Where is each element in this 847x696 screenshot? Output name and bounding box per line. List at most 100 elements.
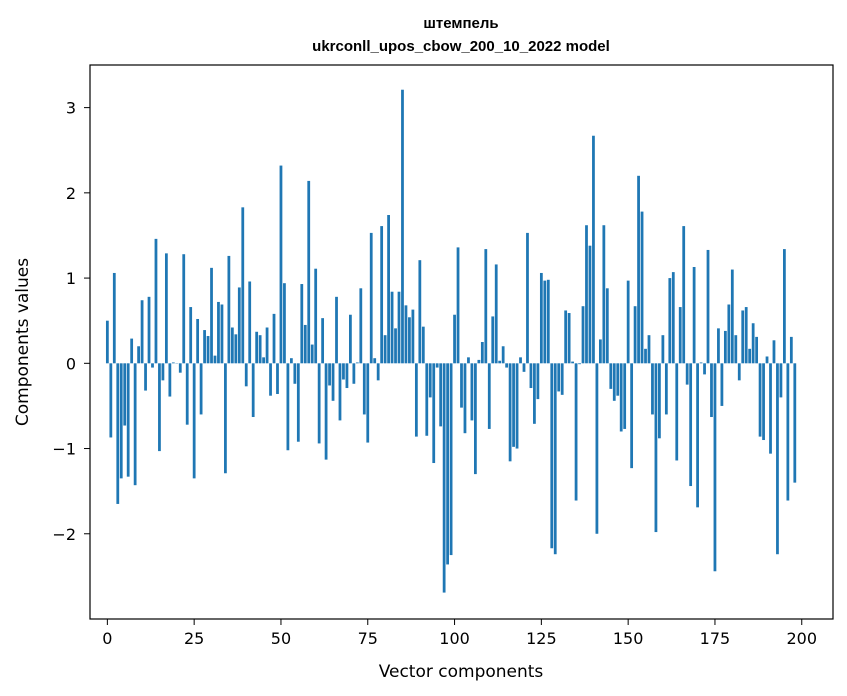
bar-7 <box>130 338 134 364</box>
bar-83 <box>394 328 397 364</box>
bar-172 <box>703 363 706 375</box>
bar-182 <box>737 363 741 381</box>
bar-84 <box>397 291 401 364</box>
bar-8 <box>133 363 137 486</box>
bar-73 <box>359 288 363 364</box>
bar-194 <box>779 363 783 398</box>
bar-149 <box>623 363 627 429</box>
x-tick-label: 50 <box>271 629 291 648</box>
x-axis-ticks: 0 25 50 75 100 125 150 175 200 <box>102 619 817 648</box>
bar-6 <box>126 363 130 477</box>
bar-103 <box>463 363 467 434</box>
bar-9 <box>137 346 140 364</box>
bar-124 <box>536 363 540 400</box>
bar-146 <box>612 363 616 401</box>
bar-108 <box>480 342 484 364</box>
bar-30 <box>210 267 213 364</box>
bar-107 <box>477 359 481 364</box>
bar-183 <box>741 310 745 364</box>
bar-71 <box>352 363 356 384</box>
bar-55 <box>296 363 300 442</box>
bar-25 <box>192 363 196 479</box>
bar-88 <box>411 309 415 364</box>
bar-169 <box>692 267 696 364</box>
bar-153 <box>637 175 640 364</box>
bar-142 <box>598 339 602 364</box>
bar-0 <box>105 320 109 364</box>
bar-187 <box>755 336 759 364</box>
bar-192 <box>772 340 776 364</box>
bar-77 <box>373 358 377 364</box>
bar-191 <box>769 363 772 454</box>
bar-72 <box>355 362 359 364</box>
plot-frame <box>89 64 834 620</box>
bar-13 <box>151 363 154 368</box>
bar-63 <box>324 363 328 460</box>
y-axis-ticks: −2 −1 0 1 2 3 <box>52 99 90 544</box>
bar-82 <box>390 291 394 364</box>
bar-184 <box>744 307 748 364</box>
bar-53 <box>289 358 293 364</box>
bar-57 <box>303 324 307 364</box>
bar-34 <box>224 363 227 474</box>
bar-173 <box>706 249 710 364</box>
bar-137 <box>581 306 585 364</box>
bar-59 <box>310 344 314 364</box>
bar-138 <box>585 225 588 364</box>
x-tick-label: 150 <box>613 629 644 648</box>
bar-167 <box>685 363 689 385</box>
bar-78 <box>376 363 380 381</box>
bar-152 <box>633 306 637 364</box>
bar-47 <box>269 363 272 396</box>
bar-141 <box>595 363 599 534</box>
bar-21 <box>178 363 182 373</box>
bar-102 <box>460 363 463 408</box>
bar-175 <box>713 363 717 572</box>
bar-174 <box>710 363 713 418</box>
bar-68 <box>342 363 345 380</box>
bar-178 <box>723 330 727 364</box>
bar-143 <box>602 225 606 364</box>
bar-133 <box>567 313 571 364</box>
bar-65 <box>331 363 335 401</box>
x-tick-label: 0 <box>102 629 112 648</box>
bar-26 <box>196 318 200 364</box>
bar-116 <box>508 363 512 462</box>
bar-98 <box>446 363 449 565</box>
bar-93 <box>428 363 432 398</box>
y-tick-label: −1 <box>52 440 76 459</box>
bar-92 <box>425 363 429 436</box>
bar-193 <box>776 363 779 555</box>
x-tick-label: 175 <box>700 629 731 648</box>
bar-186 <box>751 323 755 364</box>
bar-27 <box>199 363 203 415</box>
bar-115 <box>505 363 509 368</box>
bar-127 <box>546 279 550 364</box>
bar-85 <box>401 89 404 364</box>
bar-1 <box>109 363 113 438</box>
bar-67 <box>338 363 342 421</box>
bar-52 <box>286 363 290 451</box>
bar-177 <box>720 363 724 406</box>
x-tick-label: 200 <box>786 629 817 648</box>
bar-24 <box>189 307 193 364</box>
bar-18 <box>168 363 172 397</box>
bar-145 <box>609 363 613 389</box>
chart-title-line-2: ukrconll_upos_cbow_200_10_2022 model <box>312 38 610 55</box>
x-tick-label: 75 <box>358 629 378 648</box>
bar-35 <box>227 255 231 364</box>
bar-87 <box>408 317 411 364</box>
bar-179 <box>727 304 731 364</box>
bar-76 <box>369 232 373 364</box>
bar-32 <box>217 301 220 364</box>
bar-185 <box>748 348 752 364</box>
bar-118 <box>515 363 519 449</box>
bar-50 <box>279 165 283 364</box>
bar-148 <box>619 363 623 432</box>
bar-45 <box>262 357 265 364</box>
bar-125 <box>539 272 543 364</box>
bar-121 <box>526 232 529 364</box>
bar-22 <box>182 254 186 364</box>
bar-130 <box>557 363 561 392</box>
